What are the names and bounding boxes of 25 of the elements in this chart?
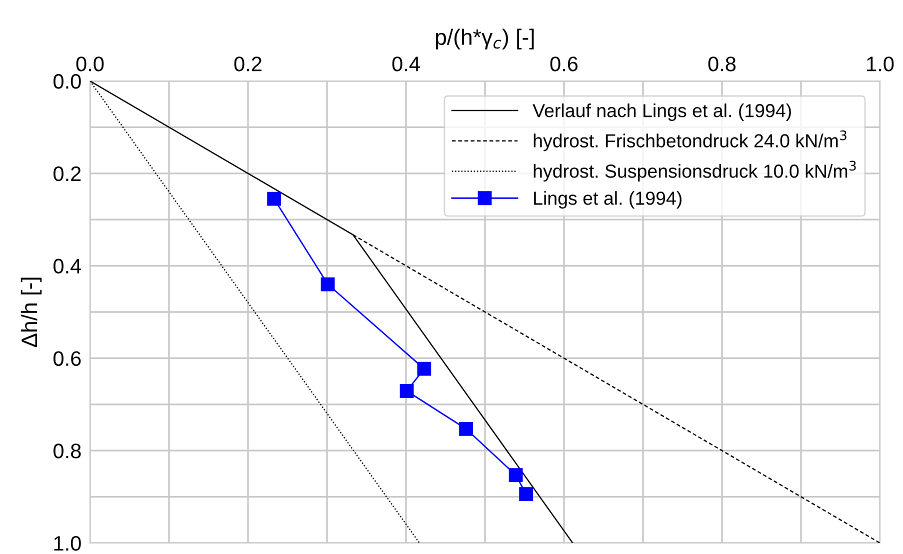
point xyxy=(267,192,282,206)
y-tick-label: 1.0 xyxy=(54,536,81,551)
y-tick-label: 0.6 xyxy=(54,351,81,366)
x-tick-label: 1.0 xyxy=(867,56,894,72)
legend-label: hydrost. Suspensionsdruck 10.0 kN/m$^{3}$ xyxy=(534,160,856,182)
point xyxy=(320,277,335,292)
y-tick-label: 0.2 xyxy=(54,166,81,182)
legend-label: hydrost. Frischbetondruck 24.0 kN/m$^{3}$ xyxy=(534,130,846,152)
x-tick-label: 0.4 xyxy=(392,56,420,72)
y-tick-label: 0.8 xyxy=(54,444,81,458)
legend-label: Lings et al. (1994) xyxy=(534,191,682,209)
y-tick-label: 0.4 xyxy=(54,258,82,274)
point xyxy=(459,422,473,436)
x-tick-label: 0.8 xyxy=(708,56,736,72)
x-tick-label: 0.0 xyxy=(76,56,104,72)
x-axis-title: p/(h*γ$_{c}$) [-] xyxy=(436,28,534,50)
x-tick-label: 0.2 xyxy=(234,56,262,72)
y-axis-title: Δh/h [-] xyxy=(20,278,42,348)
point xyxy=(400,384,414,398)
point xyxy=(508,468,523,482)
y-tick-label: 0.0 xyxy=(54,74,81,89)
point xyxy=(519,487,534,501)
x-tick-label: 0.6 xyxy=(550,56,578,72)
legend-label: Verlauf nach Lings et al. (1994) xyxy=(532,104,791,121)
point xyxy=(417,362,432,376)
